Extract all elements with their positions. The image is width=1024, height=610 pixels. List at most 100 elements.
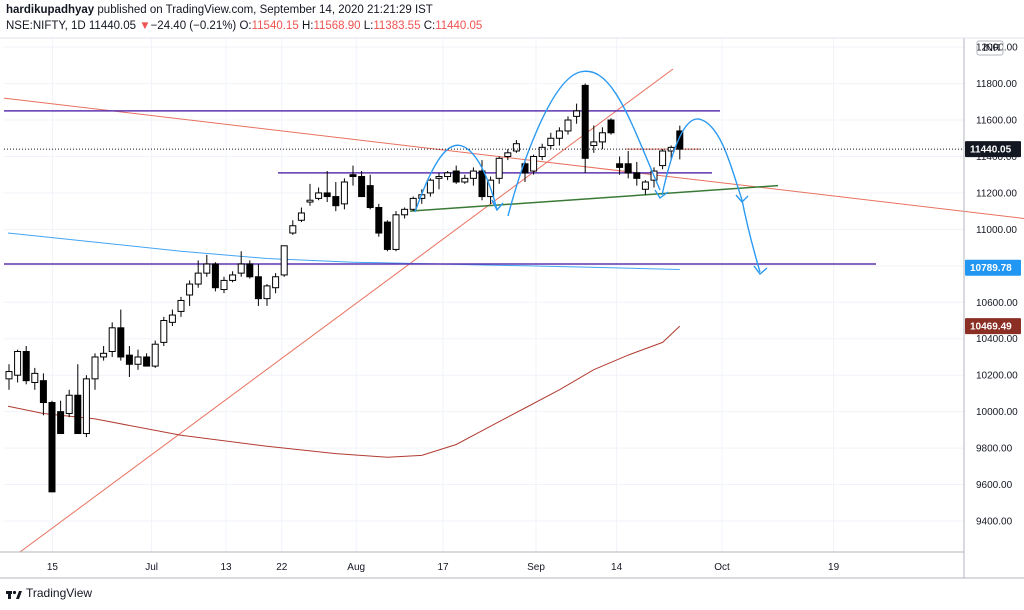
candle-up [91,356,99,380]
candle-down [323,192,331,198]
time-tick-label: 17 [437,562,449,573]
candle-up [598,132,606,143]
currency-box [976,40,1004,56]
candle-up [237,263,245,274]
plot-area [4,38,964,552]
candle-up [469,170,477,179]
candle-up [315,192,323,199]
low-value: 11383.55 [373,20,421,32]
candle-up [409,197,417,210]
candle-up [512,143,520,152]
candle-up [151,343,159,367]
projection-arc [741,199,761,273]
high-value: 11568.90 [313,20,361,32]
price-tick-label: 11600.00 [976,116,1017,127]
candle-down [616,163,624,168]
candle-up [134,356,142,365]
candle-up [401,208,409,216]
candle-up [272,276,280,289]
candle-up [177,299,185,312]
candle-down [22,351,30,382]
candle-up [203,263,211,274]
candle-up [263,285,271,300]
candle-down [375,207,383,234]
candle-up [82,378,90,435]
high-label: H: [301,20,314,32]
price-tick-label: 11400.00 [976,152,1017,163]
price-tick-label: 11800.00 [976,79,1017,90]
candle-up [461,177,469,183]
footer-brand[interactable]: TradingView [26,586,93,600]
symbol-label[interactable]: NSE:NIFTY, 1D [6,20,86,32]
candle-down [452,170,460,183]
time-tick-label: 15 [47,562,59,573]
candle-down [607,119,615,134]
ma-blue-line [7,232,680,270]
price-tick-label: 10000.00 [976,407,1018,418]
candle-up [530,155,538,172]
candle-down [366,185,374,209]
candle-down [57,411,65,435]
candle-up [220,279,228,291]
candle-up [444,172,452,178]
candle-up [100,352,108,358]
arrow-head-icon [753,265,768,276]
currency-label: INR [983,43,1000,54]
descending-trendline [3,97,1024,219]
time-tick-label: 19 [828,562,840,573]
chart-grid [4,38,964,552]
candle-up [555,130,563,139]
price-tag-bg [965,259,1021,276]
candle-down [349,174,357,178]
candle-up [435,176,443,179]
change-value: −24.40 (−0.21%) [150,20,237,32]
chart-overlays [3,68,1024,553]
neckline-trendline [409,184,779,212]
publish-line: hardikupadhyay published on TradingView.… [6,2,482,18]
candle-up [160,320,168,343]
candle-down [581,84,589,159]
candle-up [426,179,434,194]
price-tick-label: 10600.00 [976,298,1018,309]
candle-down [125,354,133,365]
candle-up [186,283,194,296]
chart-header: hardikupadhyay published on TradingView.… [6,2,482,34]
time-tick-label: 22 [276,562,288,573]
author-name[interactable]: hardikupadhyay [6,4,95,16]
price-tick-label: 11000.00 [976,225,1017,236]
tradingview-logo-icon[interactable] [6,588,22,599]
candle-up [564,119,572,132]
candle-up [168,314,176,323]
candle-up [504,152,512,157]
candle-down [48,402,56,493]
price-tag-bg [965,318,1021,335]
candle-up [547,137,555,147]
last-price: 11440.05 [88,20,136,32]
candle-up [65,394,73,414]
candle-up [14,351,22,376]
price-tick-label: 9400.00 [976,517,1013,528]
price-tag-bg [965,141,1021,158]
candle-down [143,356,151,367]
price-tick-label: 10200.00 [976,371,1018,382]
candle-down [74,394,82,435]
close-value: 11440.05 [435,20,483,32]
candle-up [229,274,237,281]
candle-up [641,181,649,190]
time-tick-label: 13 [220,562,232,573]
candle-down [624,163,632,174]
arrow-head-icon [654,189,669,200]
candles [5,83,684,493]
price-tick-label: 12000.00 [976,43,1018,54]
ascending-trendline [19,68,674,553]
open-value: 11540.15 [251,20,299,32]
head-arc [507,70,661,217]
ma-brown-line [7,325,681,458]
candle-up [573,110,581,117]
candle-down [254,276,262,300]
time-tick-label: Sep [527,562,545,573]
candle-up [297,212,305,221]
candle-up [306,199,314,203]
candle-up [392,214,400,250]
